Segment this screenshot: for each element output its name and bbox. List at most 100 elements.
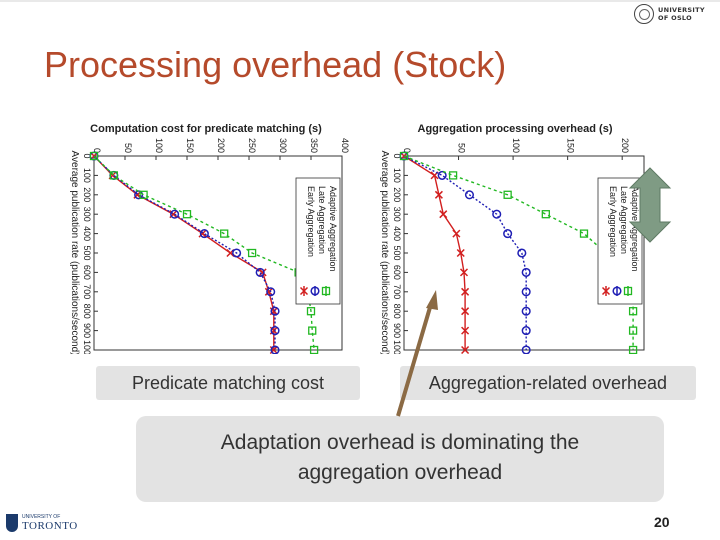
callout-box: Adaptation overhead is dominating the ag… — [136, 416, 664, 502]
square-marker — [623, 286, 633, 296]
y-tick-label: 200 — [620, 138, 630, 153]
x-tick-label: 600 — [82, 265, 92, 280]
x-tick-label: 400 — [82, 226, 92, 241]
circle-marker — [521, 326, 531, 336]
x-marker-stroke — [459, 268, 469, 277]
university-of-toronto-logo: UNIVERSITY OF TORONTO — [6, 514, 78, 532]
uoft-logo-text: UNIVERSITY OF TORONTO — [22, 514, 78, 532]
x-tick-label: 1000 — [82, 340, 92, 354]
square-marker — [109, 171, 118, 180]
circle-marker — [232, 248, 242, 258]
slide-title: Processing overhead (Stock) — [44, 44, 507, 85]
x-marker-stroke — [264, 287, 273, 296]
x-tick-label: 100 — [82, 168, 92, 183]
circle-marker — [437, 170, 447, 180]
y-tick-label: 400 — [340, 138, 350, 153]
circle-marker — [612, 286, 622, 296]
y-tick-label: 50 — [457, 143, 467, 153]
series-line — [403, 155, 527, 350]
y-tick-label: 100 — [154, 138, 164, 153]
x-marker — [461, 307, 470, 316]
circle-marker — [521, 345, 531, 355]
y-tick-label: 100 — [511, 138, 521, 153]
square-marker — [309, 345, 319, 355]
x-marker — [459, 268, 469, 277]
x-marker — [461, 326, 470, 335]
square-marker — [308, 326, 317, 335]
circle-marker — [109, 170, 119, 180]
circle-marker — [310, 286, 320, 296]
x-marker-stroke — [258, 268, 267, 277]
x-marker — [601, 286, 611, 296]
series-line — [403, 155, 634, 350]
predicate-matching-chart-svg: Computation cost for predicate matching … — [69, 123, 350, 360]
x-tick-label: 900 — [392, 323, 402, 338]
square-marker — [89, 151, 99, 161]
x-marker — [439, 210, 448, 219]
x-marker — [258, 268, 267, 277]
circle-marker — [464, 190, 475, 200]
callout-line2: aggregation overhead — [297, 461, 503, 484]
y-tick-label: 0 — [92, 148, 102, 153]
y-tick-label: 50 — [123, 143, 133, 153]
aggregation-overhead-chart-svg: Aggregation processing overhead (s) 0 50 10… — [379, 123, 645, 360]
circle-marker — [255, 267, 265, 277]
x-marker-stroke — [461, 287, 470, 296]
square-marker — [220, 229, 229, 238]
callout-line1: Adaptation overhead is dominating the — [220, 431, 580, 454]
x-marker — [198, 229, 207, 238]
square-marker — [139, 190, 148, 199]
square-marker — [399, 151, 409, 161]
x-tick-label: 800 — [392, 304, 402, 319]
x-tick-label: 1000 — [392, 340, 402, 354]
predicate-matching-chart: Computation cost for predicate matching … — [60, 118, 352, 360]
x-marker — [461, 287, 470, 296]
y-tick-label: 150 — [185, 138, 195, 153]
x-marker — [456, 248, 465, 258]
square-marker — [306, 307, 316, 316]
y-tick-label: 350 — [309, 138, 319, 153]
legend-label: Adaptive Aggregation — [630, 186, 640, 272]
uio-logo-line1: UNIVERSITY — [658, 6, 705, 14]
x-tick-label: 200 — [82, 187, 92, 202]
x-marker-stroke — [299, 286, 309, 296]
x-tick-label: 600 — [392, 265, 402, 280]
chart-title: Computation cost for predicate matching … — [90, 123, 322, 135]
aggregation-overhead-label: Aggregation-related overhead — [400, 366, 696, 400]
circle-marker — [521, 267, 531, 277]
x-marker — [299, 286, 309, 296]
x-tick-label: 0 — [82, 153, 92, 158]
uio-seal-icon — [634, 4, 654, 24]
square-marker — [628, 326, 638, 335]
x-marker-stroke — [461, 326, 470, 335]
x-axis-label: Average publication rate (publications/s… — [69, 151, 80, 354]
circle-marker — [517, 248, 527, 258]
x-marker-stroke — [461, 345, 470, 355]
x-marker — [461, 345, 470, 355]
x-tick-label: 500 — [82, 245, 92, 260]
legend-label: Late Aggregation — [619, 186, 629, 254]
legend-label: Early Aggregation — [306, 186, 316, 257]
square-marker — [247, 248, 257, 258]
y-tick-label: 300 — [278, 138, 288, 153]
x-tick-label: 300 — [82, 207, 92, 222]
uoft-logo-big: TORONTO — [22, 520, 78, 532]
x-tick-label: 800 — [82, 304, 92, 319]
series-line — [93, 155, 315, 351]
y-tick-label: 150 — [566, 138, 576, 153]
square-marker — [628, 307, 638, 316]
x-marker-stroke — [452, 229, 461, 238]
y-tick-label: 0 — [402, 148, 412, 153]
circle-marker — [521, 287, 531, 297]
x-axis-label: Average publication rate (publications/s… — [379, 151, 390, 354]
circle-marker — [503, 229, 513, 239]
x-marker — [434, 190, 443, 199]
x-marker-stroke — [461, 307, 470, 316]
circle-marker — [199, 229, 209, 239]
circle-marker — [521, 306, 531, 316]
aggregation-overhead-chart: Aggregation processing overhead (s) 0 50 10… — [374, 118, 656, 360]
y-tick-label: 200 — [216, 138, 226, 153]
chart-title: Aggregation processing overhead (s) — [418, 123, 613, 135]
series-line — [93, 155, 276, 350]
legend-box — [597, 177, 643, 305]
